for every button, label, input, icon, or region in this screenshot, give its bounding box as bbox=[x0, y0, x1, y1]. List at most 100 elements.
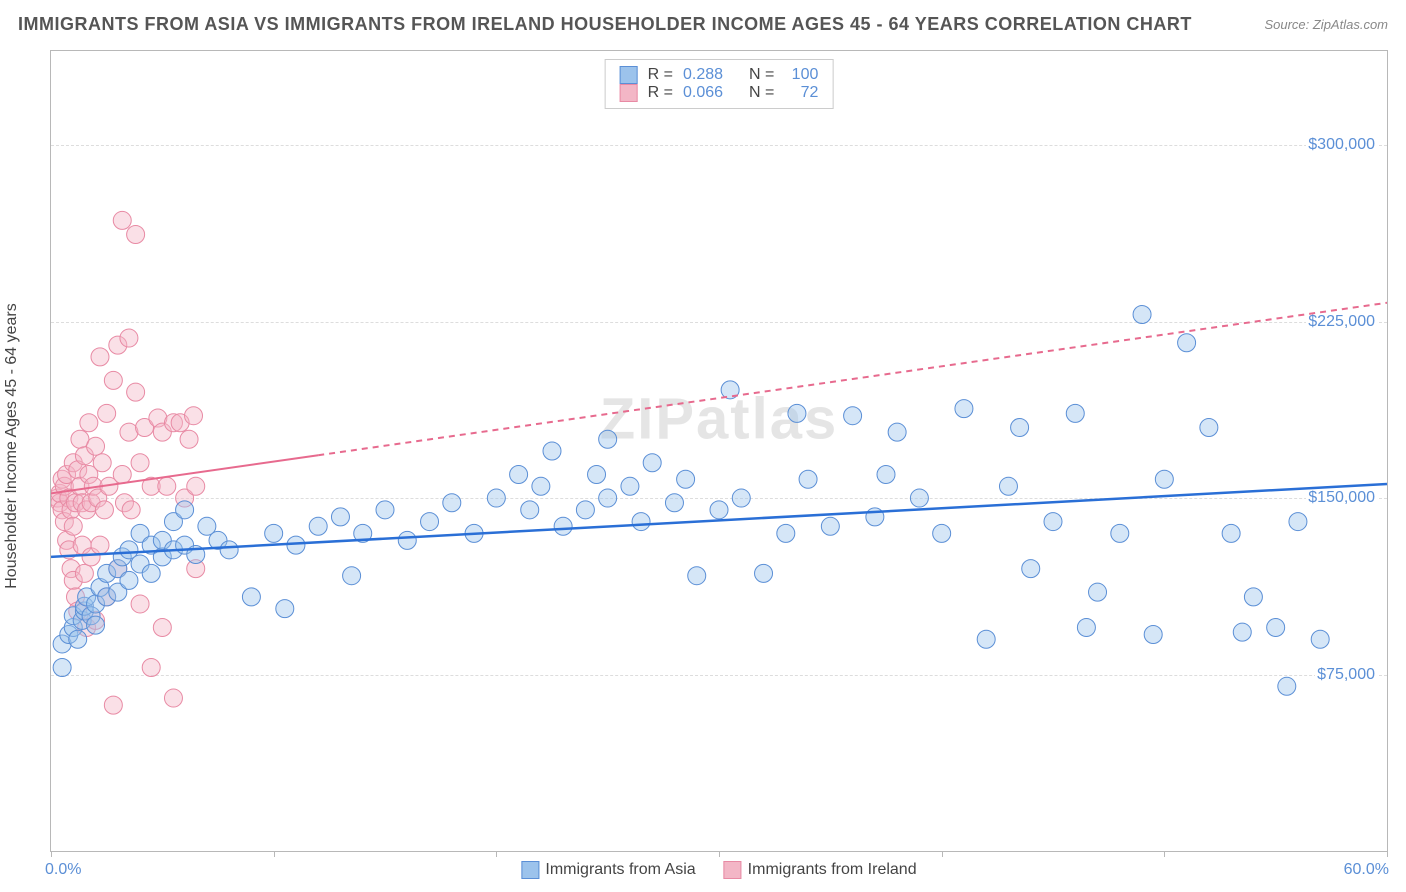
data-point bbox=[1267, 618, 1285, 636]
data-point bbox=[999, 477, 1017, 495]
data-point bbox=[665, 494, 683, 512]
x-tick-mark bbox=[274, 851, 275, 857]
x-tick-mark bbox=[1387, 851, 1388, 857]
asia-swatch bbox=[620, 66, 638, 84]
chart-plot-area: ZIPatlas $75,000$150,000$225,000$300,000… bbox=[50, 50, 1388, 852]
data-point bbox=[127, 226, 145, 244]
data-point bbox=[87, 616, 105, 634]
asia-swatch bbox=[521, 861, 539, 879]
data-point bbox=[1311, 630, 1329, 648]
ireland-legend-label: Immigrants from Ireland bbox=[748, 861, 917, 879]
data-point bbox=[120, 329, 138, 347]
data-point bbox=[75, 564, 93, 582]
data-point bbox=[421, 513, 439, 531]
data-point bbox=[95, 501, 113, 519]
data-point bbox=[599, 430, 617, 448]
data-point bbox=[1200, 418, 1218, 436]
data-point bbox=[343, 567, 361, 585]
data-point bbox=[153, 618, 171, 636]
data-point bbox=[127, 383, 145, 401]
r-label: R = bbox=[648, 84, 673, 102]
data-point bbox=[376, 501, 394, 519]
data-point bbox=[187, 477, 205, 495]
data-point bbox=[331, 508, 349, 526]
data-point bbox=[621, 477, 639, 495]
data-point bbox=[287, 536, 305, 554]
data-point bbox=[732, 489, 750, 507]
data-point bbox=[265, 524, 283, 542]
data-point bbox=[543, 442, 561, 460]
data-point bbox=[220, 541, 238, 559]
data-point bbox=[1289, 513, 1307, 531]
data-point bbox=[80, 414, 98, 432]
data-point bbox=[180, 430, 198, 448]
data-point bbox=[877, 466, 895, 484]
asia-r-value: 0.288 bbox=[683, 66, 723, 84]
data-point bbox=[755, 564, 773, 582]
regression-line-extrapolated bbox=[318, 303, 1387, 455]
data-point bbox=[276, 600, 294, 618]
data-point bbox=[122, 501, 140, 519]
data-point bbox=[487, 489, 505, 507]
data-point bbox=[799, 470, 817, 488]
data-point bbox=[788, 404, 806, 422]
data-point bbox=[588, 466, 606, 484]
data-point bbox=[844, 407, 862, 425]
data-point bbox=[1077, 618, 1095, 636]
data-point bbox=[688, 567, 706, 585]
ireland-swatch bbox=[620, 84, 638, 102]
data-point bbox=[554, 517, 572, 535]
data-point bbox=[1089, 583, 1107, 601]
data-point bbox=[443, 494, 461, 512]
data-point bbox=[1111, 524, 1129, 542]
data-point bbox=[398, 531, 416, 549]
data-point bbox=[142, 658, 160, 676]
r-label: R = bbox=[648, 66, 673, 84]
data-point bbox=[777, 524, 795, 542]
data-point bbox=[242, 588, 260, 606]
ireland-n-value: 72 bbox=[784, 84, 818, 102]
series-legend: Immigrants from Asia Immigrants from Ire… bbox=[521, 861, 916, 879]
data-point bbox=[113, 211, 131, 229]
data-point bbox=[643, 454, 661, 472]
data-point bbox=[821, 517, 839, 535]
data-point bbox=[131, 454, 149, 472]
data-point bbox=[888, 423, 906, 441]
correlation-legend: R = 0.288 N = 100 R = 0.066 N = 72 bbox=[605, 59, 834, 109]
data-point bbox=[1022, 560, 1040, 578]
source-attribution: Source: ZipAtlas.com bbox=[1264, 17, 1388, 32]
scatter-plot-svg bbox=[51, 51, 1387, 851]
data-point bbox=[1278, 677, 1296, 695]
data-point bbox=[185, 407, 203, 425]
data-point bbox=[104, 696, 122, 714]
data-point bbox=[1222, 524, 1240, 542]
asia-legend-label: Immigrants from Asia bbox=[545, 861, 695, 879]
data-point bbox=[1011, 418, 1029, 436]
data-point bbox=[1233, 623, 1251, 641]
data-point bbox=[632, 513, 650, 531]
data-point bbox=[120, 571, 138, 589]
data-point bbox=[1244, 588, 1262, 606]
y-axis-title: Householder Income Ages 45 - 64 years bbox=[3, 303, 21, 589]
data-point bbox=[164, 689, 182, 707]
data-point bbox=[910, 489, 928, 507]
data-point bbox=[87, 437, 105, 455]
data-point bbox=[955, 400, 973, 418]
data-point bbox=[131, 595, 149, 613]
data-point bbox=[933, 524, 951, 542]
x-tick-mark bbox=[1164, 851, 1165, 857]
x-tick-mark bbox=[51, 851, 52, 857]
x-axis-max-label: 60.0% bbox=[1344, 861, 1389, 879]
asia-n-value: 100 bbox=[784, 66, 818, 84]
data-point bbox=[710, 501, 728, 519]
data-point bbox=[142, 564, 160, 582]
data-point bbox=[93, 454, 111, 472]
regression-line bbox=[51, 484, 1387, 557]
data-point bbox=[1044, 513, 1062, 531]
data-point bbox=[104, 371, 122, 389]
data-point bbox=[599, 489, 617, 507]
data-point bbox=[158, 477, 176, 495]
ireland-r-value: 0.066 bbox=[683, 84, 723, 102]
n-label: N = bbox=[749, 66, 774, 84]
data-point bbox=[576, 501, 594, 519]
